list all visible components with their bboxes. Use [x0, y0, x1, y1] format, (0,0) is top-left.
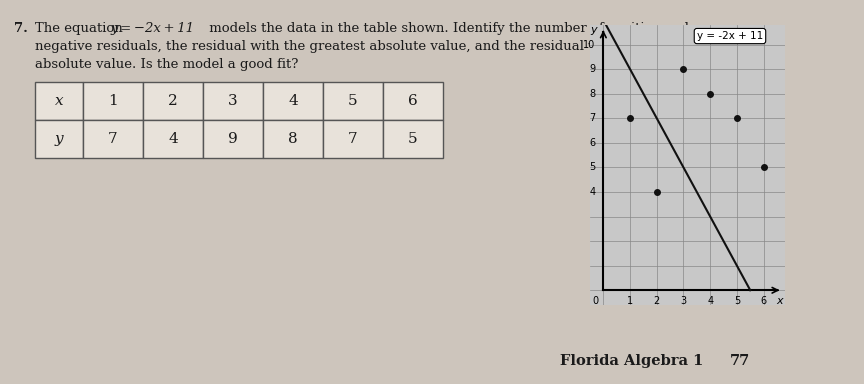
- Text: 9: 9: [589, 64, 595, 74]
- Bar: [323, 82, 383, 120]
- Text: y = -2x + 11: y = -2x + 11: [697, 31, 763, 41]
- Bar: [143, 82, 203, 120]
- Text: 4: 4: [707, 296, 714, 306]
- Text: 7: 7: [108, 132, 118, 146]
- Text: 2: 2: [168, 94, 178, 108]
- Text: 6: 6: [589, 138, 595, 148]
- Text: Florida Algebra 1: Florida Algebra 1: [560, 354, 703, 368]
- Text: 9: 9: [228, 132, 238, 146]
- Text: 7.: 7.: [14, 22, 28, 35]
- Text: y: y: [591, 25, 597, 35]
- Text: y: y: [54, 132, 63, 146]
- Text: 8: 8: [289, 132, 298, 146]
- Text: negative residuals, the residual with the greatest absolute value, and the resid: negative residuals, the residual with th…: [35, 40, 679, 53]
- Text: x: x: [777, 296, 783, 306]
- Text: 3: 3: [681, 296, 687, 306]
- Text: 10: 10: [583, 40, 595, 50]
- Text: 7: 7: [348, 132, 358, 146]
- Text: 4: 4: [589, 187, 595, 197]
- Bar: [35, 82, 83, 120]
- Text: models the data in the table shown. Identify the number of positive and: models the data in the table shown. Iden…: [205, 22, 689, 35]
- Text: 1: 1: [108, 94, 118, 108]
- Bar: [83, 82, 143, 120]
- Text: 1: 1: [627, 296, 633, 306]
- Bar: [35, 120, 83, 158]
- Text: 2: 2: [654, 296, 660, 306]
- Bar: [323, 120, 383, 158]
- Text: x: x: [54, 94, 63, 108]
- Bar: [83, 120, 143, 158]
- Bar: [383, 82, 443, 120]
- Text: 8: 8: [589, 89, 595, 99]
- Text: 5: 5: [408, 132, 418, 146]
- Text: 5: 5: [348, 94, 358, 108]
- Text: 6: 6: [408, 94, 418, 108]
- Bar: [143, 120, 203, 158]
- Text: y = −2x + 11: y = −2x + 11: [110, 22, 194, 35]
- Text: 4: 4: [288, 94, 298, 108]
- Text: 6: 6: [760, 296, 766, 306]
- Text: 5: 5: [589, 162, 595, 172]
- Text: 7: 7: [589, 113, 595, 123]
- Bar: [203, 120, 263, 158]
- Bar: [263, 120, 323, 158]
- Text: 4: 4: [168, 132, 178, 146]
- Text: 3: 3: [228, 94, 238, 108]
- Bar: [203, 82, 263, 120]
- Text: 5: 5: [734, 296, 740, 306]
- Text: The equation: The equation: [35, 22, 127, 35]
- Text: 0: 0: [593, 296, 599, 306]
- Text: absolute value. Is the model a good fit?: absolute value. Is the model a good fit?: [35, 58, 298, 71]
- Text: 77: 77: [730, 354, 750, 368]
- Bar: [383, 120, 443, 158]
- Bar: [263, 82, 323, 120]
